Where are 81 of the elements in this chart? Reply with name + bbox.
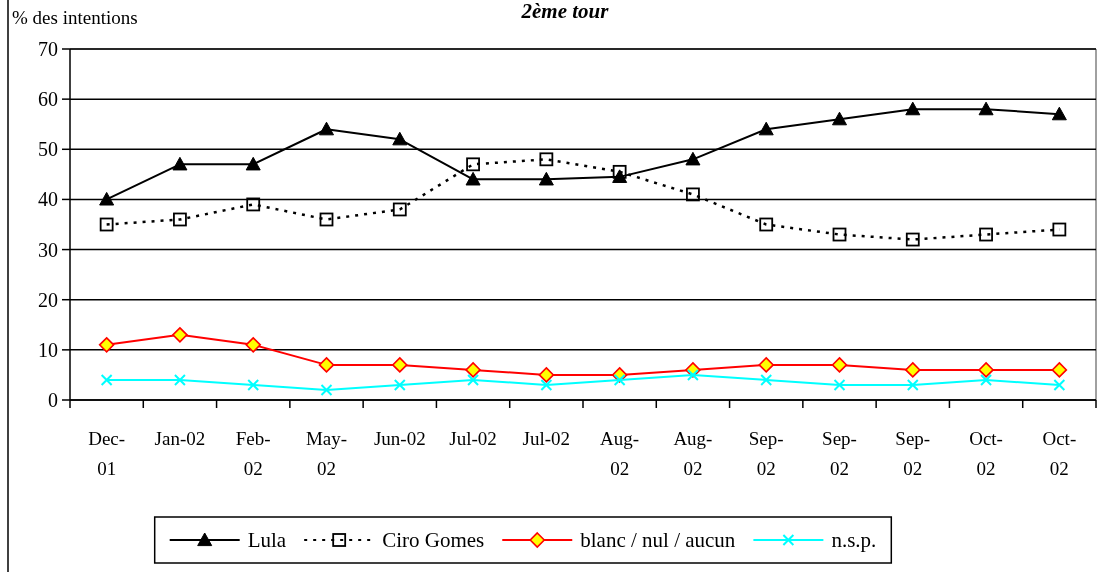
point — [686, 187, 700, 202]
y-axis-title: % des intentions — [12, 7, 138, 28]
x-tick-label: Oct-02 — [1042, 428, 1077, 479]
point — [685, 151, 701, 166]
point — [98, 337, 115, 353]
point — [391, 357, 408, 373]
legend-label: blanc / nul / aucun — [580, 528, 736, 553]
x-tick-label: Oct-02 — [969, 428, 1003, 479]
point — [905, 101, 921, 116]
x-tick-label: Aug-02 — [600, 428, 640, 479]
point — [978, 101, 994, 116]
point — [173, 373, 186, 386]
legend-label: n.s.p. — [831, 528, 877, 553]
legend-label: Ciro Gomes — [382, 528, 485, 553]
x-tick-label: May-02 — [305, 428, 348, 479]
x-tick-label: Sep-02 — [895, 428, 931, 479]
point — [979, 227, 993, 242]
y-tick-label: 40 — [38, 188, 58, 211]
point — [832, 227, 847, 242]
legend-label: Lula — [247, 528, 287, 553]
x-tick-label: Feb-02 — [235, 428, 271, 479]
point — [392, 131, 408, 146]
point — [1051, 362, 1068, 378]
point — [245, 337, 262, 353]
x-tick-label: Sep-02 — [822, 428, 857, 479]
point — [100, 373, 113, 386]
point — [758, 121, 774, 136]
point — [540, 378, 553, 391]
point — [467, 373, 480, 386]
y-tick-label: 10 — [38, 338, 58, 361]
point — [393, 378, 406, 391]
y-tick-label: 20 — [38, 288, 58, 311]
point — [905, 232, 920, 247]
x-tick-label: Dec-01 — [88, 428, 126, 479]
x-tick-label: Sep-02 — [748, 428, 784, 479]
point — [172, 156, 188, 171]
point — [318, 357, 335, 373]
point — [319, 121, 334, 136]
point — [978, 362, 994, 378]
x-tick-label: Jul-02 — [522, 428, 571, 449]
point — [99, 191, 115, 206]
y-tick-label: 30 — [38, 238, 58, 261]
point — [1051, 106, 1067, 121]
point — [538, 171, 554, 186]
y-tick-label: 70 — [38, 38, 58, 60]
point — [612, 164, 627, 179]
point — [904, 362, 921, 378]
point — [246, 197, 261, 212]
x-tick-label: Jan-02 — [154, 428, 206, 449]
point — [319, 212, 334, 227]
point — [392, 202, 407, 217]
x-tick-label: Aug-02 — [673, 428, 713, 479]
point — [172, 327, 188, 343]
chart-title: 2ème tour — [520, 0, 610, 23]
point — [1052, 222, 1067, 237]
point — [539, 152, 554, 167]
point — [831, 357, 848, 373]
point — [906, 378, 919, 391]
point — [980, 373, 993, 386]
point — [173, 212, 187, 227]
point — [465, 362, 481, 378]
point — [465, 171, 481, 186]
point — [538, 367, 555, 383]
y-tick-label: 50 — [38, 138, 58, 161]
point — [320, 383, 333, 396]
point — [833, 378, 846, 391]
point — [613, 373, 626, 386]
y-tick-label: 0 — [48, 389, 58, 411]
y-tick-label: 60 — [38, 88, 58, 111]
point — [686, 368, 699, 381]
point — [760, 373, 773, 386]
point — [99, 217, 114, 232]
point — [466, 157, 480, 172]
point — [832, 111, 847, 126]
point — [1053, 378, 1066, 391]
x-tick-label: Jun-02 — [373, 428, 426, 449]
point — [759, 217, 774, 232]
point — [245, 156, 261, 171]
x-tick-label: Jul-02 — [449, 428, 497, 449]
point — [758, 357, 775, 373]
point — [247, 378, 260, 391]
